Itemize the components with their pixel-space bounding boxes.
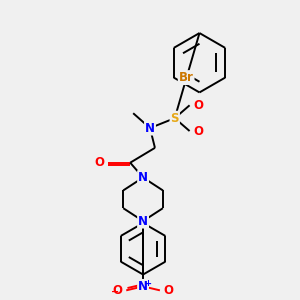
Text: S: S — [170, 112, 179, 125]
Text: N: N — [138, 280, 148, 293]
Text: N: N — [138, 214, 148, 228]
Text: O: O — [164, 284, 174, 297]
Text: Br: Br — [179, 71, 194, 84]
Text: O: O — [112, 284, 122, 297]
Text: N: N — [145, 122, 155, 135]
Text: +: + — [145, 279, 152, 288]
Text: O: O — [194, 124, 203, 137]
Text: N: N — [138, 171, 148, 184]
Text: −: − — [111, 286, 119, 296]
Text: O: O — [194, 99, 203, 112]
Text: O: O — [94, 156, 104, 169]
